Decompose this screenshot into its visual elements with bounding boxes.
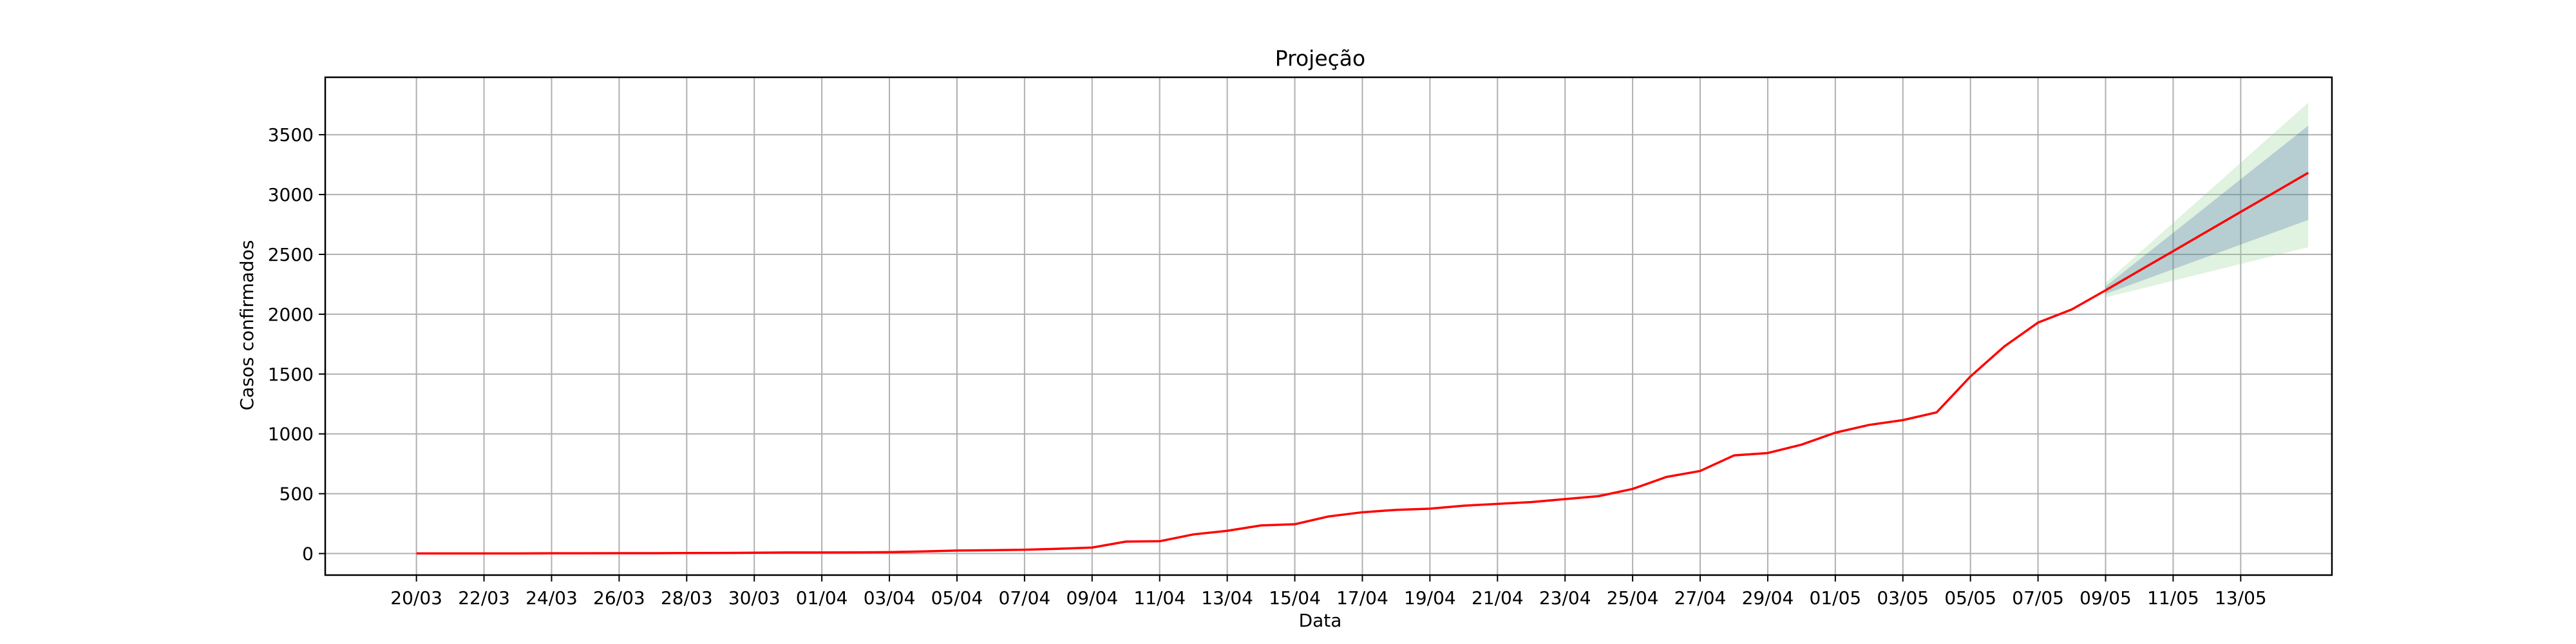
y-ticks: 0 500 1000 1500 2000 2500 3000 3500 [268,124,325,565]
x-tick-label: 13/05 [2215,587,2267,609]
x-tick-label: 07/05 [2012,587,2064,609]
x-tick-label: 13/04 [1201,587,1253,609]
y-tick-label: 3500 [268,124,314,146]
x-tick-label: 03/04 [864,587,916,609]
axes [324,76,2333,576]
x-tick-label: 11/04 [1133,587,1186,609]
y-tick-label: 2500 [268,244,314,265]
x-tick-label: 25/04 [1607,587,1659,609]
x-tick-label: 05/05 [1944,587,1996,609]
x-tick-label: 30/03 [728,587,781,609]
outer-confidence-band [2105,102,2309,298]
x-tick-label: 29/04 [1742,587,1794,609]
y-axis-label: Casos confirmados [236,240,258,411]
x-tick-label: 17/04 [1336,587,1388,609]
x-tick-label: 09/05 [2079,587,2132,609]
x-axis-label: Data [1299,610,1342,631]
x-tick-label: 09/04 [1066,587,1118,609]
series-lines [416,171,2309,555]
x-tick-label: 22/03 [458,587,510,609]
grid [325,77,2332,575]
x-tick-label: 01/04 [796,587,848,609]
x-tick-label: 07/04 [999,587,1051,609]
y-tick-label: 0 [302,544,314,565]
projection-mean-line [2105,171,2309,292]
x-tick-label: 28/03 [661,587,713,609]
x-tick-label: 01/05 [1810,587,1862,609]
plot-frame [324,76,2333,576]
x-tick-label: 23/04 [1539,587,1591,609]
x-ticks: 20/03 22/03 24/03 26/03 28/03 30/03 01/04 03/04… [390,575,2267,609]
chart-title: Projeção [1275,46,1365,71]
y-tick-label: 1500 [268,364,314,385]
x-tick-label: 26/03 [593,587,645,609]
x-tick-label: 11/05 [2147,587,2199,609]
confirmed-cases-line [416,289,2107,555]
y-tick-label: 500 [279,484,314,505]
x-tick-label: 03/05 [1877,587,1929,609]
y-tick-label: 1000 [268,424,314,445]
x-tick-label: 21/04 [1472,587,1524,609]
x-tick-label: 27/04 [1674,587,1727,609]
x-tick-label: 24/03 [526,587,578,609]
y-tick-label: 3000 [268,184,314,205]
x-tick-label: 19/04 [1404,587,1456,609]
confidence-bands [2105,102,2309,298]
y-tick-label: 2000 [268,304,314,325]
x-tick-label: 15/04 [1269,587,1321,609]
x-tick-label: 20/03 [390,587,442,609]
x-tick-label: 05/04 [931,587,983,609]
inner-confidence-band [2105,126,2309,294]
